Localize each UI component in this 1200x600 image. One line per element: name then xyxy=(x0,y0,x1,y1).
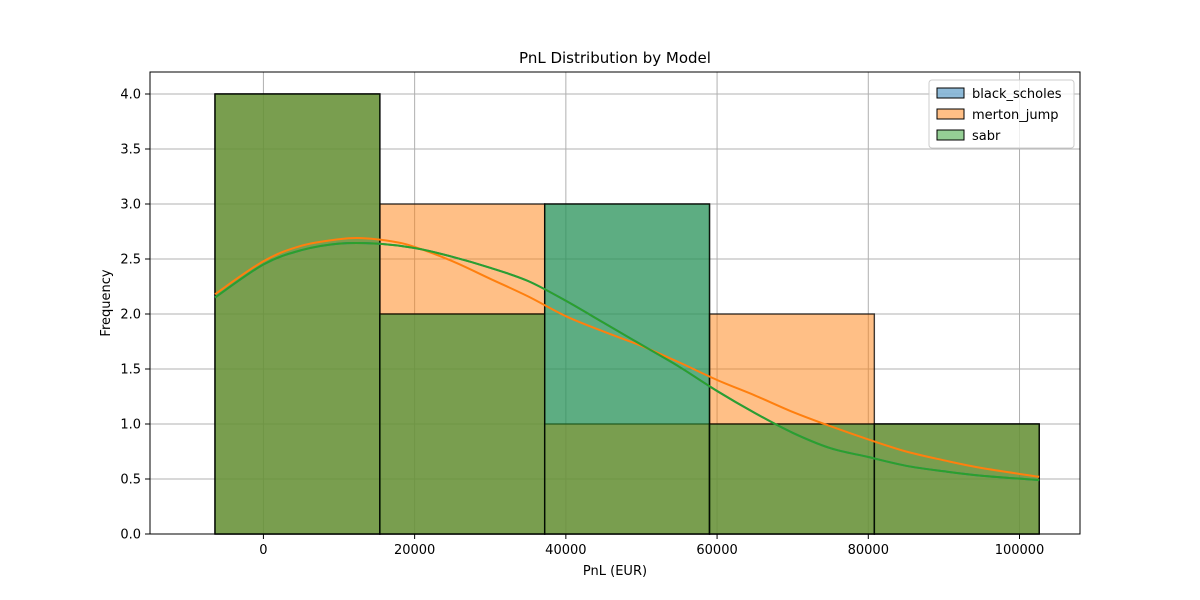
bar-sabr xyxy=(214,93,381,535)
y-tick-label: 2.0 xyxy=(120,308,141,323)
legend-label-black_scholes: black_scholes xyxy=(972,87,1062,102)
y-axis-ticks: 0.0 0.5 1.0 1.5 2.0 2.5 3.0 3.5 4.0 xyxy=(120,88,150,543)
x-tick-label: 0 xyxy=(259,543,267,558)
y-tick-label: 1.5 xyxy=(120,363,141,378)
x-tick-label: 60000 xyxy=(696,543,737,558)
legend-swatch-black_scholes xyxy=(936,87,965,99)
y-tick-label: 4.0 xyxy=(120,88,141,103)
y-tick-label: 1.0 xyxy=(120,418,141,433)
y-tick-label: 0.0 xyxy=(120,528,141,543)
y-tick-label: 3.5 xyxy=(120,143,141,158)
kde-line-merton_jump xyxy=(214,236,1040,478)
x-tick-label: 80000 xyxy=(848,543,889,558)
legend-label-sabr: sabr xyxy=(972,129,1001,144)
y-tick-label: 3.0 xyxy=(120,198,141,213)
y-tick-label: 2.5 xyxy=(120,253,141,268)
legend-swatch-sabr xyxy=(936,129,965,141)
bar-sabr xyxy=(379,313,546,535)
x-tick-label: 100000 xyxy=(995,543,1045,558)
y-axis-label: Frequency xyxy=(99,269,114,336)
x-axis-label: PnL (EUR) xyxy=(583,564,647,579)
x-tick-label: 40000 xyxy=(545,543,586,558)
x-tick-label: 20000 xyxy=(394,543,435,558)
chart-title: PnL Distribution by Model xyxy=(519,49,711,67)
kde-line-sabr xyxy=(214,241,1040,482)
bar-sabr xyxy=(708,423,876,535)
x-axis-ticks: 0 20000 40000 60000 80000 100000 xyxy=(259,534,1044,558)
legend-label-merton_jump: merton_jump xyxy=(972,108,1059,123)
bar-sabr xyxy=(543,203,711,535)
legend-box xyxy=(928,79,1075,149)
kde-layer xyxy=(214,236,1040,482)
plot-frame xyxy=(149,71,1081,535)
legend-swatch-merton_jump xyxy=(936,108,965,120)
y-tick-label: 0.5 xyxy=(120,473,141,488)
